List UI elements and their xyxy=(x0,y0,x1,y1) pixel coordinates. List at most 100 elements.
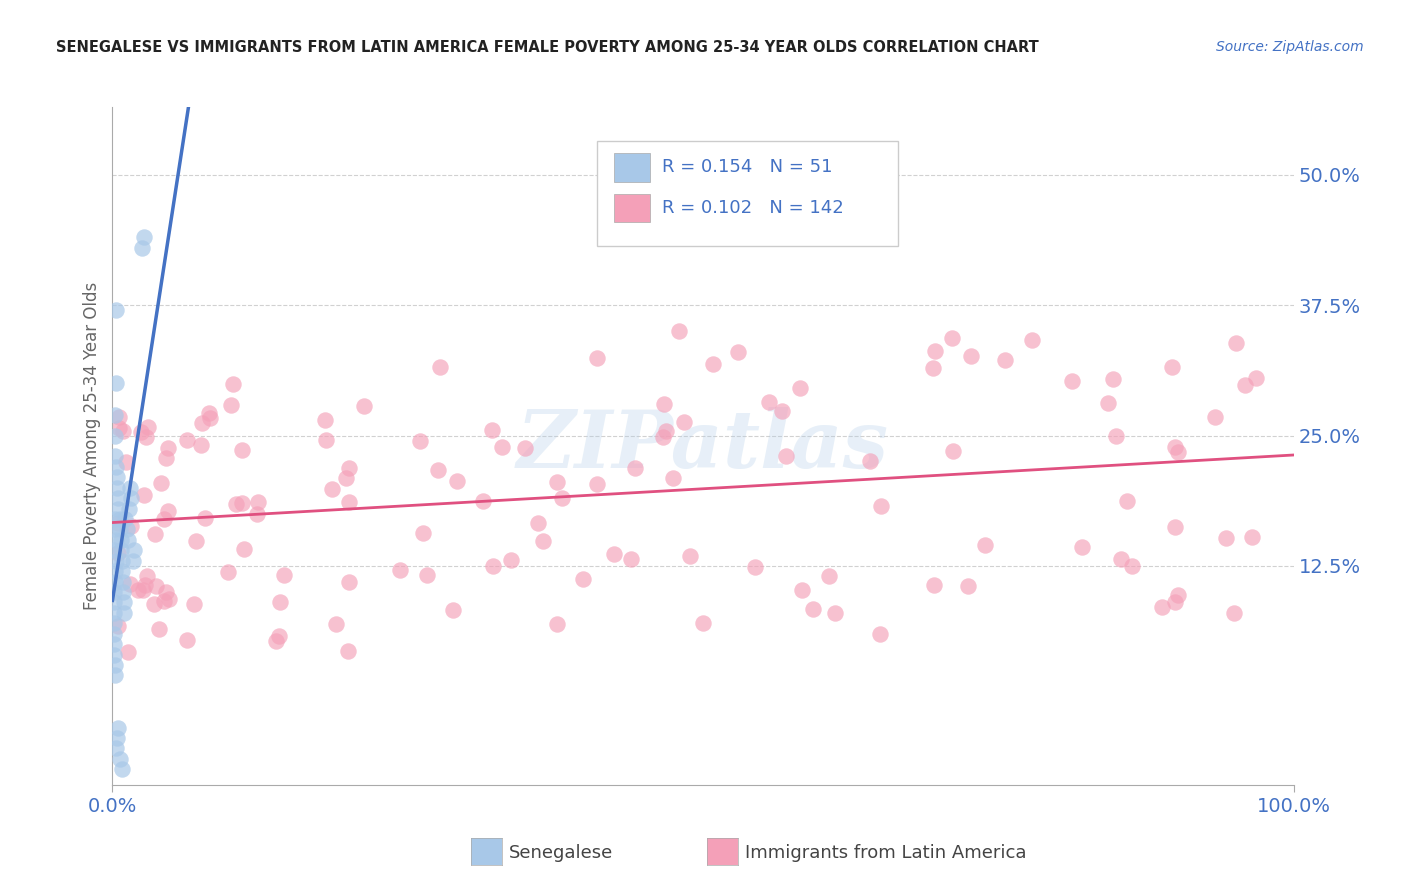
Text: ZIPatlas: ZIPatlas xyxy=(517,408,889,484)
Text: Senegalese: Senegalese xyxy=(509,844,613,862)
Point xyxy=(190,416,212,430)
Point xyxy=(335,470,357,484)
Point xyxy=(107,501,129,516)
Point xyxy=(104,428,127,442)
Point xyxy=(105,459,128,474)
Point xyxy=(427,463,450,477)
Point xyxy=(153,594,176,608)
Point xyxy=(336,644,359,658)
Point xyxy=(337,461,360,475)
Point xyxy=(758,395,780,409)
Point xyxy=(114,512,136,526)
Point xyxy=(183,597,205,611)
Point xyxy=(1161,360,1184,375)
Point xyxy=(546,475,568,489)
Point xyxy=(941,331,963,345)
Point xyxy=(603,547,626,561)
Point xyxy=(1167,588,1189,602)
Point xyxy=(859,454,882,468)
Point xyxy=(501,553,523,567)
Point xyxy=(129,425,152,439)
Point xyxy=(104,450,127,464)
Point xyxy=(1241,530,1264,544)
Point xyxy=(176,433,198,447)
Point xyxy=(117,645,139,659)
Point xyxy=(145,579,167,593)
Point xyxy=(107,721,129,735)
Point xyxy=(337,495,360,509)
Point xyxy=(118,577,141,591)
Point xyxy=(142,597,165,611)
Point xyxy=(120,518,142,533)
Point xyxy=(337,575,360,590)
Point xyxy=(1097,396,1119,410)
Point xyxy=(103,637,125,651)
Point xyxy=(870,499,893,513)
Point xyxy=(1021,333,1043,347)
Point xyxy=(110,543,132,558)
Point xyxy=(107,619,129,633)
Point xyxy=(922,578,945,592)
Point xyxy=(118,501,141,516)
Point xyxy=(120,481,142,495)
Point xyxy=(111,762,134,776)
Point xyxy=(264,634,287,648)
Point xyxy=(679,549,702,563)
Point xyxy=(190,438,212,452)
Point xyxy=(103,606,125,620)
Point xyxy=(652,430,675,444)
Point xyxy=(176,632,198,647)
Point xyxy=(994,353,1017,368)
Point xyxy=(571,572,593,586)
Point xyxy=(107,410,129,425)
Point xyxy=(231,443,253,458)
Point xyxy=(112,585,135,599)
Point xyxy=(974,538,997,552)
Point xyxy=(132,488,155,502)
Point xyxy=(922,360,945,375)
Point xyxy=(269,595,291,609)
Point xyxy=(957,579,980,593)
Point xyxy=(620,551,643,566)
Point xyxy=(792,582,814,597)
Point xyxy=(1164,595,1187,609)
Point xyxy=(120,491,142,505)
Point xyxy=(924,343,946,358)
Point xyxy=(107,491,129,505)
Point xyxy=(134,578,156,592)
Point xyxy=(194,511,217,525)
Point xyxy=(1163,520,1185,534)
Point xyxy=(1116,493,1139,508)
Point xyxy=(111,564,134,578)
Point xyxy=(786,230,808,244)
Point xyxy=(1150,599,1173,614)
Text: R = 0.102   N = 142: R = 0.102 N = 142 xyxy=(662,199,844,217)
Point xyxy=(103,648,125,662)
Point xyxy=(551,491,574,505)
Point xyxy=(108,421,131,435)
Point xyxy=(942,444,965,458)
Point xyxy=(586,351,609,365)
Point xyxy=(107,546,129,560)
Point xyxy=(149,476,172,491)
Point xyxy=(225,497,247,511)
Point xyxy=(770,404,793,418)
Point xyxy=(232,542,254,557)
Point xyxy=(103,595,125,609)
Point xyxy=(105,376,128,391)
Point xyxy=(156,441,179,455)
Point xyxy=(135,430,157,444)
Point xyxy=(105,554,128,568)
Point xyxy=(143,527,166,541)
Point xyxy=(662,471,685,485)
Point xyxy=(446,474,468,488)
Point xyxy=(108,523,131,537)
Point xyxy=(246,495,269,509)
Point xyxy=(586,476,609,491)
Point xyxy=(155,585,177,599)
Point xyxy=(1102,372,1125,386)
Point xyxy=(672,415,695,429)
Point xyxy=(527,516,550,530)
Point xyxy=(321,483,343,497)
Point xyxy=(107,516,129,530)
